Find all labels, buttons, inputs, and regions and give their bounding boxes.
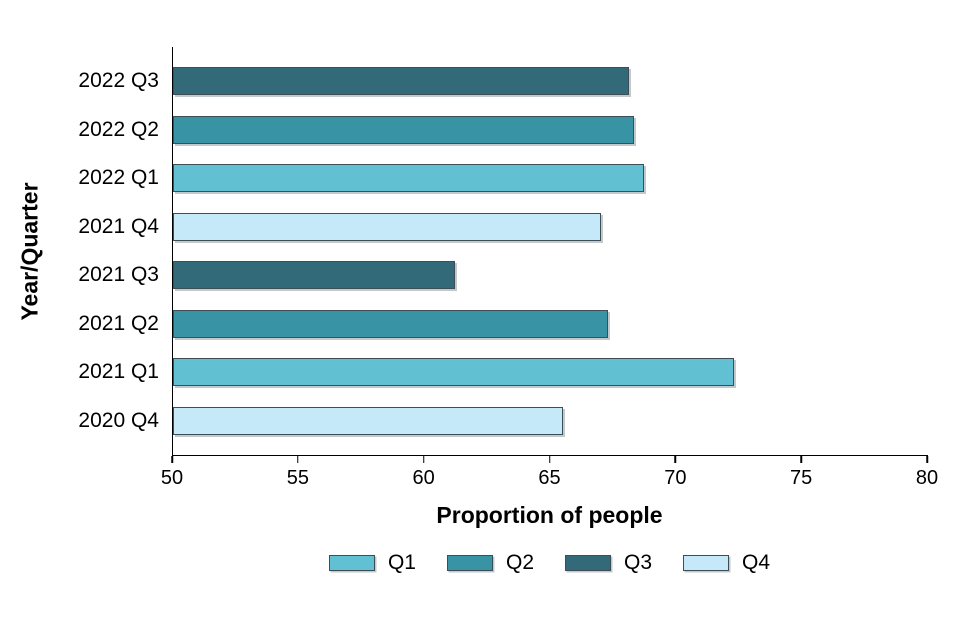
bar-row: 2021 Q4: [78, 212, 928, 241]
bar-row: 2021 Q3: [78, 261, 928, 290]
legend-swatch-q3: [565, 555, 611, 571]
category-label: 2022 Q3: [78, 69, 159, 93]
bar-row: 2021 Q1: [78, 358, 928, 387]
category-label: 2020 Q4: [78, 408, 159, 432]
bar-2022-q3: [173, 67, 629, 96]
y-axis-title: Year/Quarter: [16, 181, 43, 321]
bar-row: 2020 Q4: [78, 406, 928, 435]
legend-label: Q3: [624, 551, 653, 574]
bar-2022-q2: [173, 115, 634, 144]
legend-swatch-q1: [328, 555, 375, 571]
legend-entry-q1: Q1: [328, 550, 416, 576]
bar-2021-q4: [173, 212, 601, 241]
x-tick-label: 80: [915, 467, 939, 489]
bar-2021-q3: [173, 261, 455, 290]
x-tick-label: 70: [664, 467, 687, 489]
category-label: 2021 Q3: [78, 263, 159, 287]
x-tick-mark: [674, 456, 677, 463]
category-label: 2021 Q1: [78, 360, 159, 384]
legend-label: Q1: [387, 551, 416, 574]
x-axis-ticks: 50 55 60 65 70 75 80: [161, 455, 938, 495]
legend-entry-q4: Q4: [683, 550, 770, 576]
bar-2021-q1: [173, 358, 735, 387]
category-label: 2022 Q1: [78, 166, 159, 190]
x-tick-mark: [926, 456, 928, 463]
bar-rows: 2022 Q3 2022 Q2 2022 Q1 2021 Q4 2021 Q3 2021 …: [78, 47, 928, 455]
bar-row: 2022 Q1: [78, 164, 928, 193]
x-tick-mark: [171, 456, 173, 463]
bar-2020-q4: [173, 406, 564, 435]
bar-row: 2022 Q3: [78, 67, 928, 96]
legend-swatch-q4: [683, 555, 730, 571]
legend-label: Q4: [742, 551, 771, 574]
x-tick-label: 60: [412, 467, 435, 489]
bar-row: 2022 Q2: [78, 115, 928, 144]
x-tick-mark: [800, 456, 802, 463]
category-label: 2022 Q2: [78, 117, 159, 141]
x-tick-label: 65: [538, 467, 561, 489]
x-axis-title: Proportion of people: [436, 502, 663, 528]
plot-area: 2022 Q3 2022 Q2 2022 Q1 2021 Q4 2021 Q3 2021 …: [78, 47, 928, 456]
legend: Q1 Q2 Q3 Q4: [172, 550, 927, 576]
legend-entry-q2: Q2: [446, 550, 534, 576]
bar-2021-q2: [173, 309, 609, 338]
legend-swatch-q2: [446, 555, 493, 571]
y-axis-title-wrap: Year/Quarter: [10, 47, 50, 455]
x-tick-mark: [297, 456, 299, 463]
category-label: 2021 Q2: [78, 311, 159, 335]
x-tick-mark: [422, 456, 425, 463]
legend-label: Q2: [505, 551, 534, 574]
x-tick-label: 55: [286, 467, 309, 489]
x-tick-mark: [548, 456, 551, 463]
legend-entry-q3: Q3: [565, 550, 652, 576]
x-tick-label: 75: [790, 467, 813, 489]
category-label: 2021 Q4: [78, 214, 159, 238]
bar-2022-q1: [173, 164, 644, 193]
bar-row: 2021 Q2: [78, 309, 928, 338]
x-tick-label: 50: [160, 467, 184, 489]
